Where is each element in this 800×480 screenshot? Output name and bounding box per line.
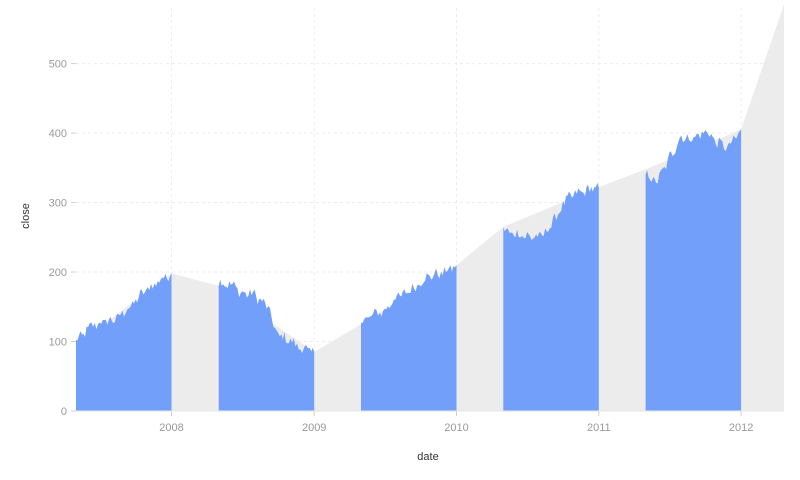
y-axis-title: close bbox=[20, 203, 32, 229]
close-area-segment-2 bbox=[218, 279, 315, 411]
y-tick-label: 300 bbox=[49, 198, 67, 210]
y-tick-label: 0 bbox=[61, 406, 67, 418]
close-area-segment-3 bbox=[360, 265, 457, 411]
close-area-segment-5 bbox=[645, 129, 742, 411]
x-tick-label: 2010 bbox=[444, 422, 468, 434]
x-tick-label: 2008 bbox=[159, 422, 183, 434]
x-tick-label: 2009 bbox=[302, 422, 326, 434]
x-tick-label: 2011 bbox=[587, 422, 611, 434]
close-area-segment-1 bbox=[76, 273, 172, 411]
background-area bbox=[76, 4, 784, 412]
y-tick-label: 200 bbox=[49, 267, 67, 279]
close-area-segment-4 bbox=[503, 182, 599, 411]
y-tick-label: 400 bbox=[49, 128, 67, 140]
x-tick-label: 2012 bbox=[729, 422, 753, 434]
close-area-segments bbox=[76, 129, 742, 411]
background-area-shape bbox=[76, 4, 784, 412]
y-tick-label: 100 bbox=[49, 337, 67, 349]
axes: 0 100 200 300 400 500 2008 2009 2010 2011 2012 bbox=[49, 59, 784, 434]
x-axis-title: date bbox=[417, 451, 438, 463]
y-tick-label: 500 bbox=[49, 59, 67, 71]
